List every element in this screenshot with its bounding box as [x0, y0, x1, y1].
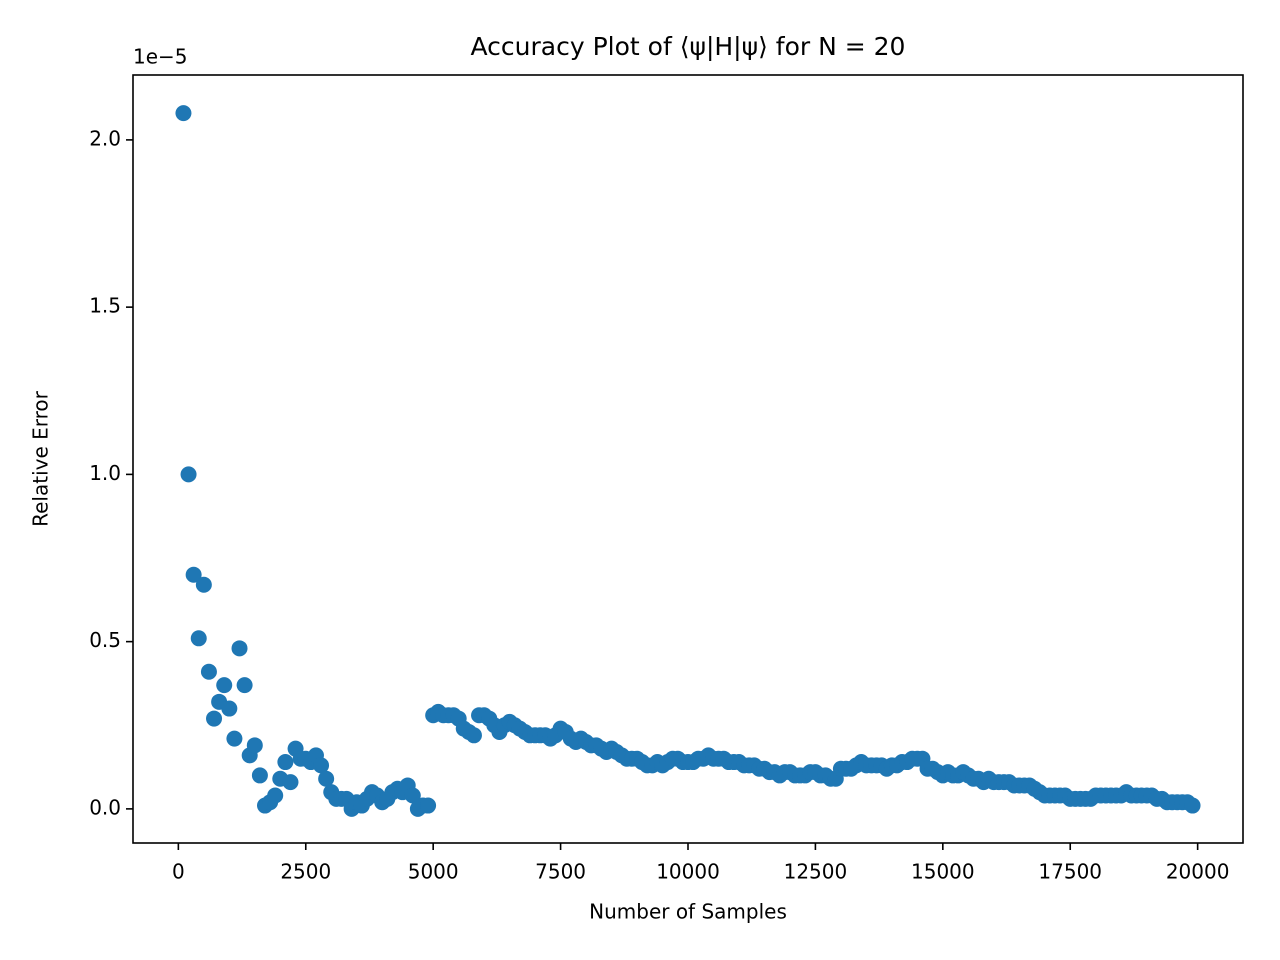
x-tick-label: 0: [172, 860, 185, 884]
point: [226, 730, 243, 747]
point: [180, 466, 197, 483]
point: [246, 737, 263, 754]
x-tick-label: 2500: [280, 860, 331, 884]
point: [185, 566, 202, 583]
point: [251, 767, 268, 784]
plot-frame: [132, 74, 1244, 844]
x-tick-label: 20000: [1166, 860, 1230, 884]
x-tick-label: 15000: [911, 860, 975, 884]
point: [221, 700, 238, 717]
y-offset-label: 1e−5: [133, 45, 188, 69]
point: [277, 754, 294, 771]
x-tick-label: 5000: [408, 860, 459, 884]
y-axis-label: Relative Error: [29, 390, 53, 527]
point: [175, 105, 192, 122]
point: [236, 677, 253, 694]
y-tick-label: 2.0: [89, 126, 121, 150]
x-tick-label: 12500: [784, 860, 848, 884]
y-tick-label: 0.5: [89, 628, 121, 652]
x-tick-label: 17500: [1038, 860, 1102, 884]
point: [465, 727, 482, 744]
point: [267, 787, 284, 804]
point: [313, 757, 330, 774]
point: [231, 640, 248, 657]
point: [318, 770, 335, 787]
point: [1184, 797, 1201, 814]
point: [200, 663, 217, 680]
point: [420, 797, 437, 814]
x-tick-label: 7500: [535, 860, 586, 884]
point: [190, 630, 207, 647]
y-tick-label: 1.0: [89, 461, 121, 485]
point: [206, 710, 223, 727]
y-tick-label: 1.5: [89, 294, 121, 318]
point: [216, 677, 233, 694]
point: [282, 774, 299, 791]
point: [195, 576, 212, 593]
x-axis-label: Number of Samples: [589, 900, 787, 924]
point: [404, 787, 421, 804]
y-tick-label: 0.0: [89, 795, 121, 819]
x-tick-label: 10000: [656, 860, 720, 884]
chart-title: Accuracy Plot of ⟨ψ|H|ψ⟩ for N = 20: [471, 32, 906, 61]
